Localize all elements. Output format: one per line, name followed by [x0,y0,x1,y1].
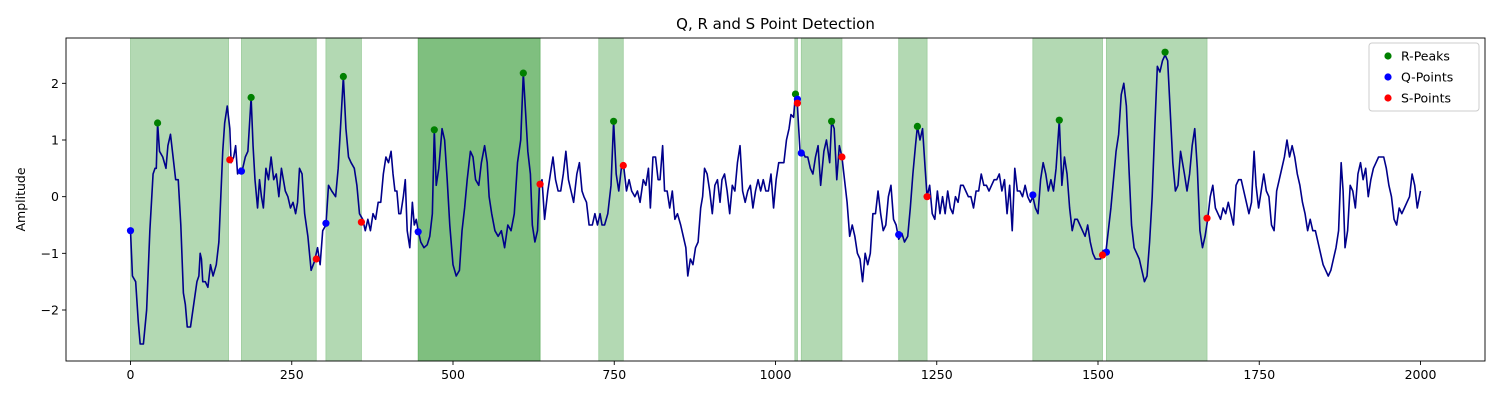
r-peak-marker [247,93,255,102]
legend-label-s: S-Points [1401,91,1451,106]
shaded-region-7 [898,37,928,362]
q-point-marker [797,149,805,157]
r-peak-marker [913,122,922,130]
x-tick-label: 1250 [921,367,953,382]
legend-marker-q [1384,73,1392,81]
q-point-marker [126,227,135,235]
y-tick-label: −2 [41,303,59,318]
q-point-marker [414,228,422,236]
y-axis-label: Amplitude [13,167,28,231]
q-point-marker [237,167,246,175]
x-tick-label: 750 [602,367,626,382]
s-point-marker [923,193,931,201]
shaded-region-5 [794,37,798,362]
x-tick-label: 1000 [760,367,792,382]
s-point-marker [619,161,627,170]
r-peak-marker [153,119,162,127]
q-point-marker [322,219,330,227]
s-point-marker [226,156,234,164]
legend-marker-r [1384,52,1392,60]
shaded-region-8 [1032,37,1103,362]
legend-box [1368,42,1480,112]
s-point-marker [793,99,802,107]
q-point-marker [1029,191,1037,199]
y-tick-label: −1 [41,246,59,261]
shaded-regions [130,37,1208,362]
y-tick-label: 1 [51,133,59,148]
r-peak-marker [828,117,836,125]
legend-marker-s [1384,94,1392,102]
legend-label-q: Q-Points [1401,70,1453,85]
shaded-region-4 [598,37,624,362]
shaded-region-3 [417,37,541,362]
point-markers [126,48,1211,263]
y-tick-label: 0 [51,189,59,204]
shaded-region-1 [241,37,317,362]
x-tick-label: 1500 [1082,367,1114,382]
r-peak-marker [430,126,438,134]
x-tick-label: 250 [280,367,304,382]
chart-title: Q, R and S Point Detection [676,15,875,33]
y-axis-ticks: −2 −1 0 1 2 [41,76,66,318]
s-point-marker [312,255,320,263]
q-point-marker [895,231,903,239]
x-tick-label: 500 [441,367,465,382]
shaded-region-6 [800,37,843,362]
x-tick-label: 0 [127,367,135,382]
legend-label-r: R-Peaks [1401,49,1450,64]
x-axis-ticks: 0 250 500 750 1000 1250 1500 1750 2000 [127,361,1437,382]
ecg-signal-line [129,54,1422,345]
r-peak-marker [1161,48,1169,56]
s-point-marker [1098,251,1107,259]
s-point-marker [1203,214,1211,222]
x-tick-label: 2000 [1405,367,1437,382]
r-peak-marker [519,69,527,77]
s-point-marker [357,218,366,226]
r-peak-marker [610,117,618,125]
s-point-marker [838,153,846,161]
r-peak-marker [1055,116,1063,124]
signal-line-group [129,54,1422,345]
y-tick-label: 2 [51,76,59,91]
legend: R-Peaks Q-Points S-Points [1368,42,1480,112]
s-point-marker [536,180,544,188]
x-tick-label: 1750 [1243,367,1275,382]
r-peak-marker [339,72,347,81]
